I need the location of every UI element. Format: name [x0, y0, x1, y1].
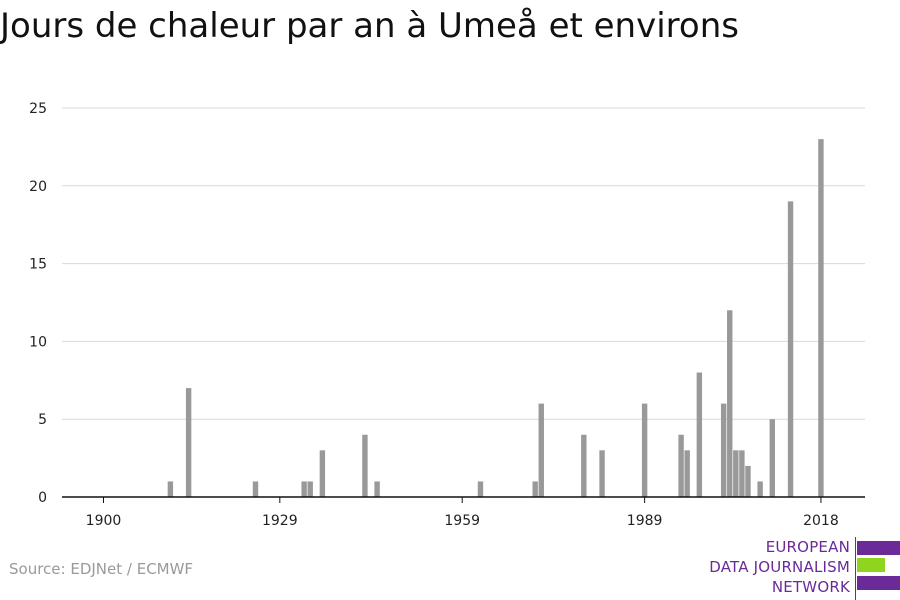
bar[interactable]	[362, 434, 368, 497]
logo-line-european: EUROPEAN	[765, 538, 850, 556]
bar[interactable]	[477, 481, 484, 497]
y-tick-label: 25	[29, 101, 47, 117]
bar[interactable]	[787, 201, 794, 498]
bar[interactable]	[818, 139, 824, 497]
bar[interactable]	[727, 310, 733, 497]
edjnet-logo[interactable]: EUROPEAN DATA JOURNALISM NETWORK	[700, 537, 900, 600]
logo-line-network: NETWORK	[771, 578, 850, 596]
logo-line-data-journalism: DATA JOURNALISM	[709, 558, 850, 576]
chart-title: Jours de chaleur par an à Umeå et enviro…	[0, 6, 739, 46]
y-tick-label: 10	[29, 334, 47, 350]
bar[interactable]	[745, 465, 751, 497]
bar[interactable]	[684, 450, 690, 497]
bar[interactable]	[532, 481, 538, 497]
bar[interactable]	[185, 388, 192, 497]
bar[interactable]	[641, 403, 648, 497]
bar[interactable]	[733, 450, 739, 497]
logo-bar-bottom	[857, 576, 900, 590]
x-tick-label: 1989	[627, 513, 663, 529]
x-tick-label: 1959	[444, 513, 480, 529]
y-tick-label: 15	[29, 257, 47, 273]
x-tick-label: 1929	[262, 513, 298, 529]
bar[interactable]	[757, 481, 763, 497]
bar[interactable]	[374, 481, 380, 497]
bar[interactable]	[538, 403, 544, 497]
logo-bar-top	[857, 541, 900, 555]
y-tick-label: 5	[38, 412, 47, 428]
bar[interactable]	[599, 450, 605, 497]
x-tick-label: 2018	[803, 513, 839, 529]
axes: 0 5 10 15 20 25 1900 1929 1959 1989 2018	[29, 101, 865, 529]
x-tick-label: 1900	[86, 513, 122, 529]
y-tick-label: 0	[38, 490, 47, 506]
bar[interactable]	[769, 419, 775, 497]
logo-divider	[855, 537, 856, 600]
bar[interactable]	[739, 450, 745, 497]
bar[interactable]	[720, 403, 727, 497]
bar[interactable]	[252, 481, 259, 497]
bar[interactable]	[678, 434, 684, 497]
bar[interactable]	[167, 481, 174, 497]
bars	[167, 139, 824, 498]
source-note: Source: EDJNet / ECMWF	[9, 560, 194, 578]
bar[interactable]	[307, 481, 313, 497]
bar[interactable]	[696, 372, 703, 497]
gridlines	[62, 107, 865, 420]
y-tick-label: 20	[29, 179, 47, 195]
bar[interactable]	[319, 450, 326, 497]
logo-bar-middle	[857, 558, 885, 572]
bar[interactable]	[301, 481, 307, 497]
bar[interactable]	[581, 434, 587, 497]
